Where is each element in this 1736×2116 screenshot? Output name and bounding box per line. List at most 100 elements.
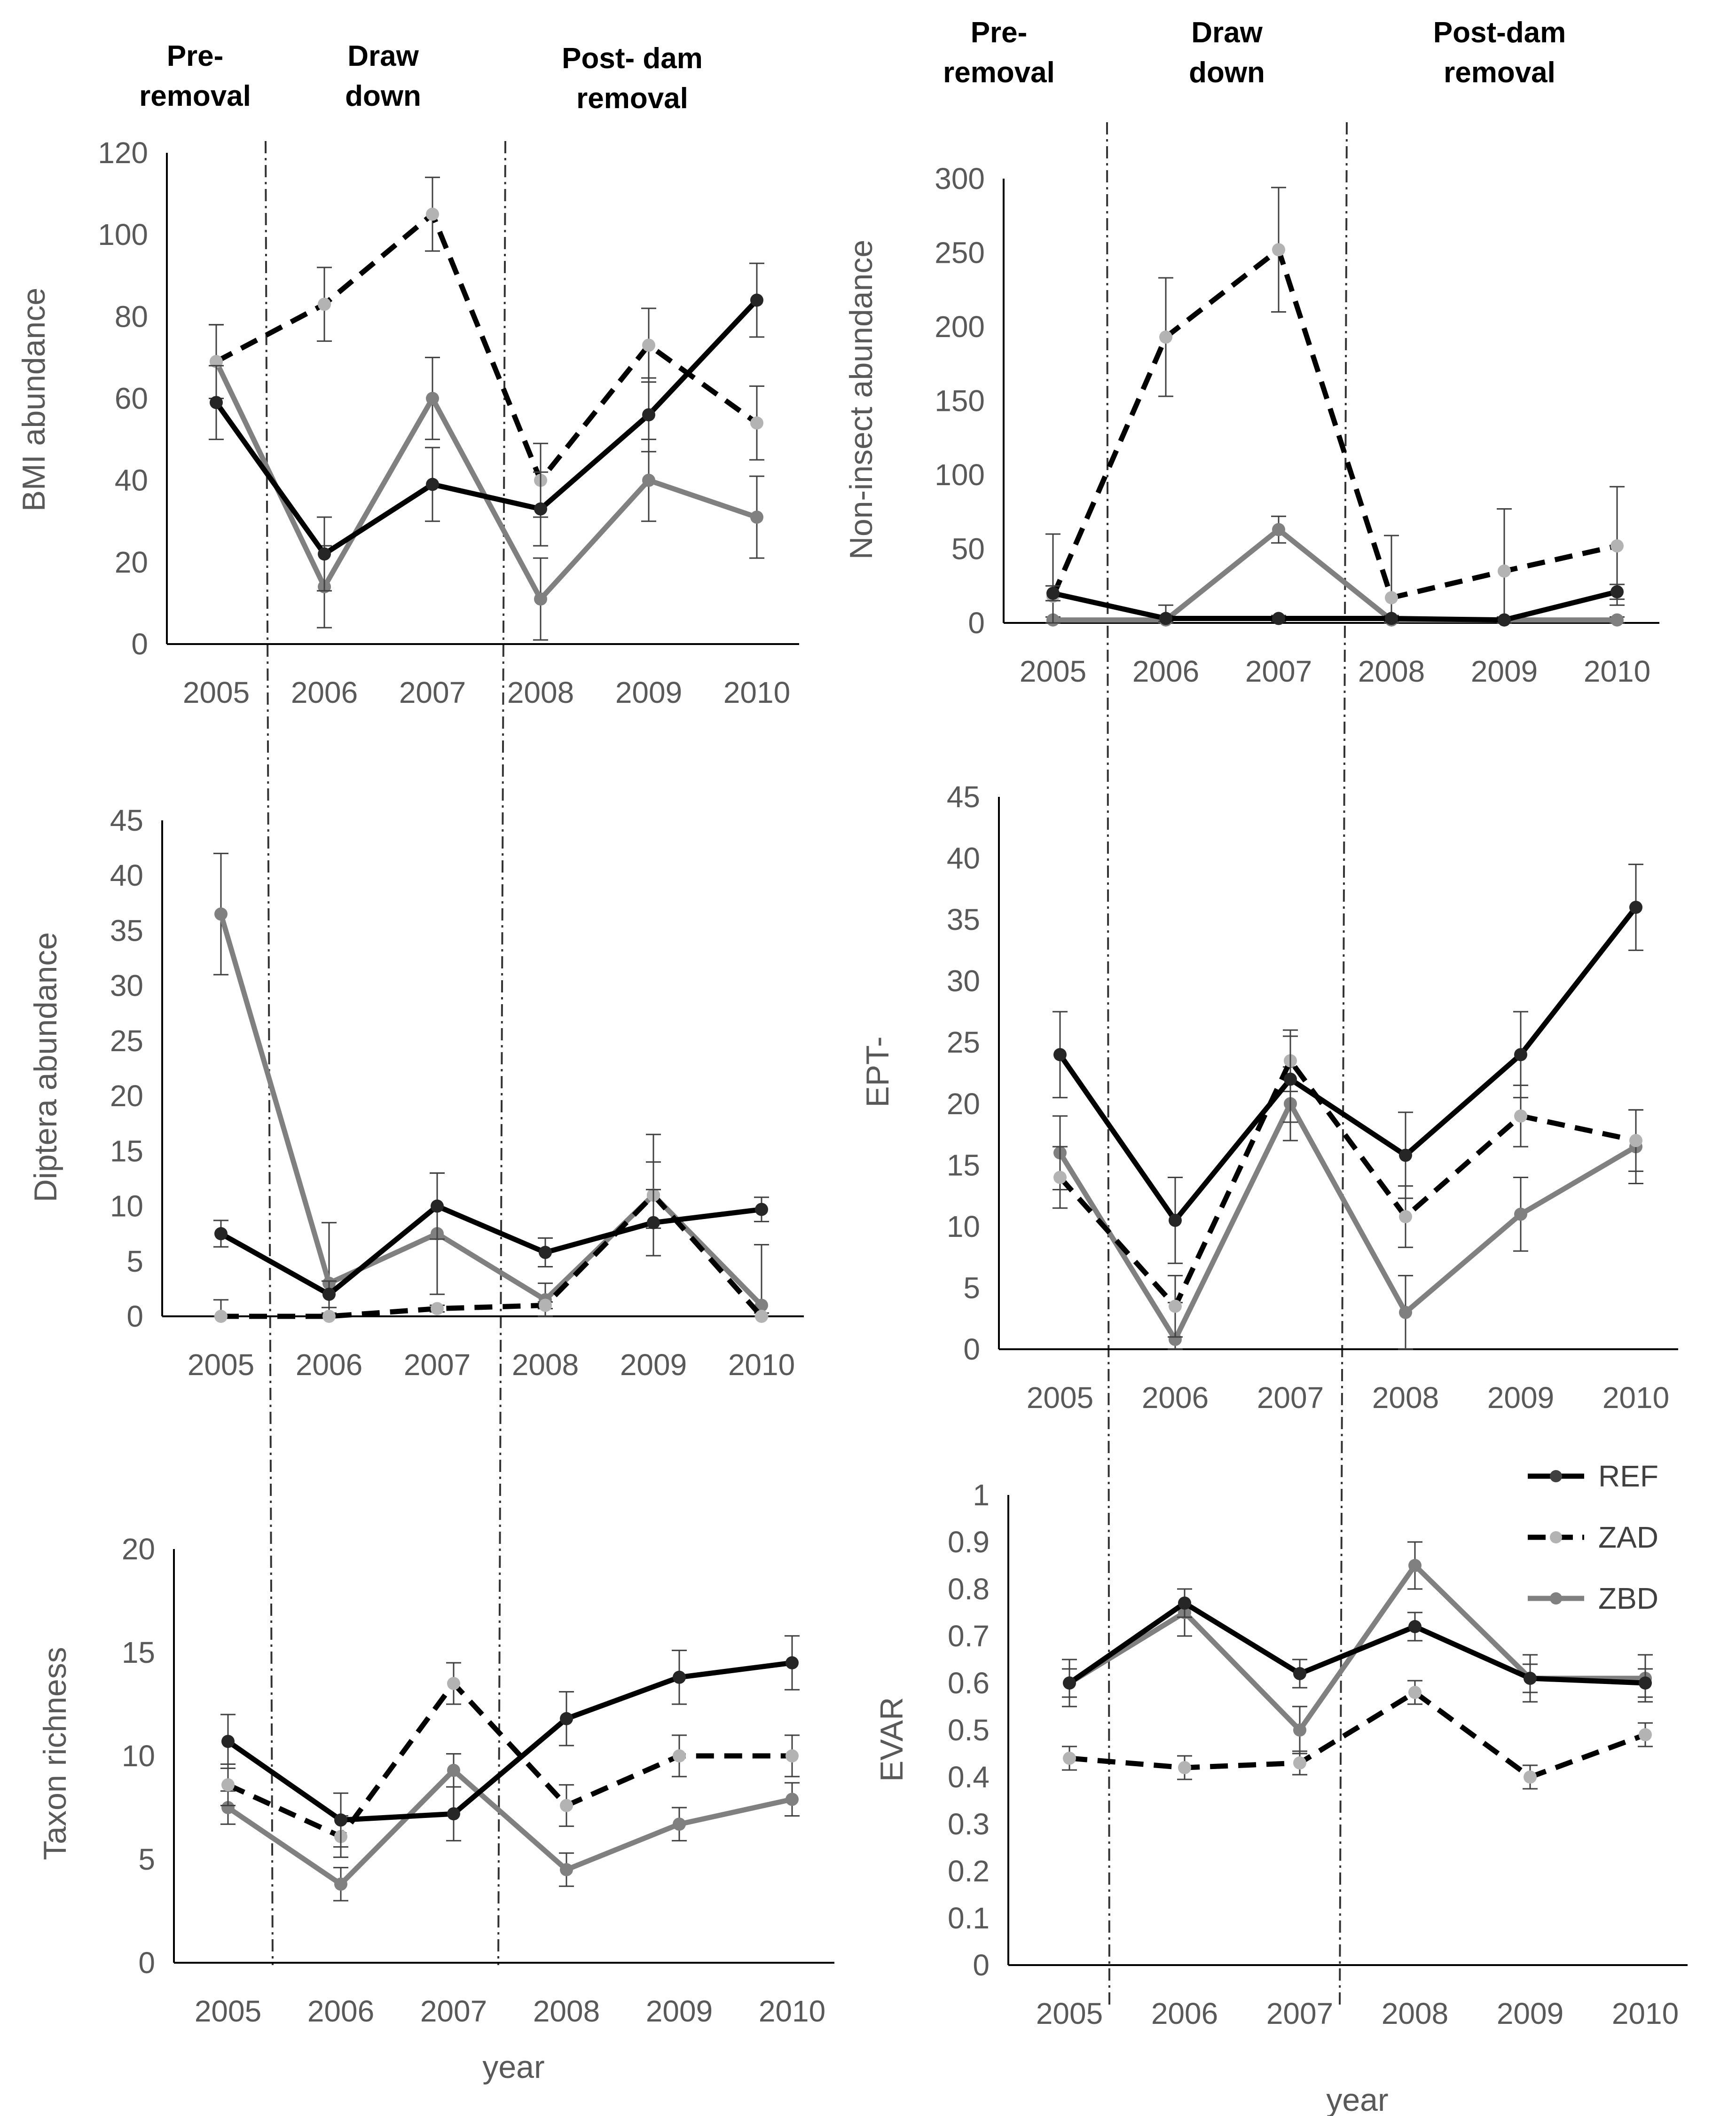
- data-point: [214, 1227, 228, 1241]
- data-point: [426, 478, 439, 491]
- legend-item-zbd: ZBD: [1528, 1581, 1658, 1615]
- x-tick-label: 2007: [1257, 1381, 1324, 1415]
- y-tick-label: 0: [973, 1948, 990, 1982]
- series-ref: [1062, 1588, 1653, 1698]
- data-point: [447, 1807, 460, 1821]
- data-point: [750, 416, 763, 430]
- data-point: [1169, 1213, 1182, 1227]
- data-point: [322, 1310, 336, 1323]
- data-point: [673, 1749, 686, 1762]
- y-tick-label: 0.3: [948, 1807, 990, 1841]
- series-line: [1069, 1690, 1646, 1780]
- x-tick-label: 2008: [1372, 1381, 1439, 1415]
- data-point: [1272, 243, 1285, 257]
- data-point: [755, 1310, 768, 1323]
- x-tick-label: 2007: [1245, 654, 1312, 688]
- data-point: [431, 1302, 444, 1315]
- data-point: [534, 592, 547, 606]
- y-tick-label: 0: [131, 627, 148, 661]
- x-tick-label: 2007: [420, 1994, 487, 2028]
- data-point: [1639, 1728, 1652, 1741]
- y-tick-label: 20: [947, 1087, 980, 1121]
- phase-pre-label-r1: Pre-: [971, 16, 1028, 49]
- data-point: [755, 1298, 768, 1312]
- data-point: [647, 1216, 660, 1229]
- data-point: [1610, 613, 1624, 627]
- y-tick-label: 0.5: [948, 1713, 990, 1747]
- x-tick-label: 2006: [1142, 1381, 1209, 1415]
- phase-post-label-r1: Post-dam: [1433, 16, 1566, 49]
- phase-labels-right: Pre- removal Draw down Post-dam removal: [943, 16, 1566, 89]
- y-tick-label: 100: [98, 218, 148, 252]
- data-point: [1385, 612, 1398, 625]
- series-line: [1058, 1058, 1637, 1309]
- data-point: [560, 1799, 573, 1812]
- legend-zad-label: ZAD: [1598, 1520, 1658, 1554]
- y-tick-label: 10: [122, 1739, 155, 1773]
- panel-diptera-abundance: 0 5 10 15 20 25 30 35 40 45 2005 2006 2007 2008 2009 20…: [28, 803, 804, 1382]
- series-line: [1058, 905, 1638, 1223]
- legend-item-zad: ZAD: [1528, 1520, 1658, 1554]
- x-tick-label: 2006: [291, 676, 358, 709]
- data-point: [322, 1288, 336, 1301]
- x-tick-label: 2005: [183, 676, 250, 709]
- y-tick-label: 1: [973, 1478, 990, 1512]
- boundary-right-1: [1106, 122, 1110, 2008]
- data-point: [786, 1793, 799, 1806]
- x-tick-label: 2010: [1612, 1997, 1679, 2030]
- y-tick-label: 35: [110, 913, 143, 947]
- data-point: [1399, 1148, 1412, 1162]
- data-point: [1399, 1210, 1412, 1223]
- data-point: [1408, 1620, 1422, 1633]
- series-line: [1052, 589, 1618, 623]
- panel-evar: 0 0.1 0.2 0.3 0.4 0.5 0.6 0.7 0.8 0.9 1 2005 2006 200…: [874, 1478, 1688, 2116]
- x-tick-label: 2008: [1358, 654, 1425, 688]
- data-point: [1610, 585, 1624, 598]
- x-tick-label: 2005: [1020, 654, 1086, 688]
- y-tick-label: 10: [947, 1210, 980, 1243]
- x-tick-label: 2008: [533, 1994, 600, 2028]
- y-tick-label: 0: [963, 1332, 980, 1366]
- data-point: [334, 1813, 347, 1827]
- x-tick-label: 2009: [615, 676, 682, 709]
- series-ref: [209, 262, 764, 592]
- x-tick-label: 2007: [399, 676, 466, 709]
- y-axis-label: Non-insect abundance: [843, 240, 879, 559]
- data-point: [221, 1801, 235, 1814]
- y-tick-label: 150: [935, 384, 985, 418]
- y-axis-label: Taxon richness: [37, 1647, 73, 1860]
- data-point: [318, 298, 331, 311]
- data-point: [1293, 1723, 1306, 1737]
- data-point: [1169, 1299, 1182, 1313]
- y-tick-label: 15: [110, 1134, 143, 1168]
- data-point: [426, 207, 439, 221]
- phase-post-label-r2: removal: [1444, 56, 1555, 89]
- y-tick-label: 60: [115, 382, 148, 416]
- phase-boundaries: [265, 122, 1348, 2008]
- x-tick-label: 2005: [188, 1348, 254, 1382]
- y-tick-label: 300: [935, 162, 985, 196]
- x-tick-label: 2006: [307, 1994, 374, 2028]
- y-tick-label: 250: [935, 236, 985, 270]
- legend-zbd-label: ZBD: [1598, 1581, 1658, 1615]
- data-point: [1498, 564, 1511, 578]
- x-tick-label: 2010: [759, 1994, 825, 2028]
- series-line: [226, 1768, 793, 1887]
- data-point: [426, 392, 439, 405]
- phase-pre-label-r2: removal: [943, 56, 1055, 89]
- x-tick-label: 2010: [1602, 1381, 1669, 1415]
- data-point: [1524, 1770, 1537, 1784]
- y-tick-label: 5: [138, 1842, 155, 1876]
- y-tick-label: 15: [122, 1636, 155, 1669]
- x-tick-label: 2010: [728, 1348, 795, 1382]
- x-tick-label: 2010: [1584, 654, 1650, 688]
- y-tick-label: 0: [138, 1946, 155, 1980]
- y-tick-label: 40: [110, 858, 143, 892]
- y-tick-label: 100: [935, 458, 985, 492]
- data-point: [750, 293, 763, 307]
- y-tick-label: 0.9: [948, 1525, 990, 1559]
- data-point: [1629, 1134, 1642, 1148]
- y-axis-label: EPT-: [860, 1036, 895, 1107]
- series-line: [221, 1192, 764, 1319]
- y-tick-label: 80: [115, 299, 148, 333]
